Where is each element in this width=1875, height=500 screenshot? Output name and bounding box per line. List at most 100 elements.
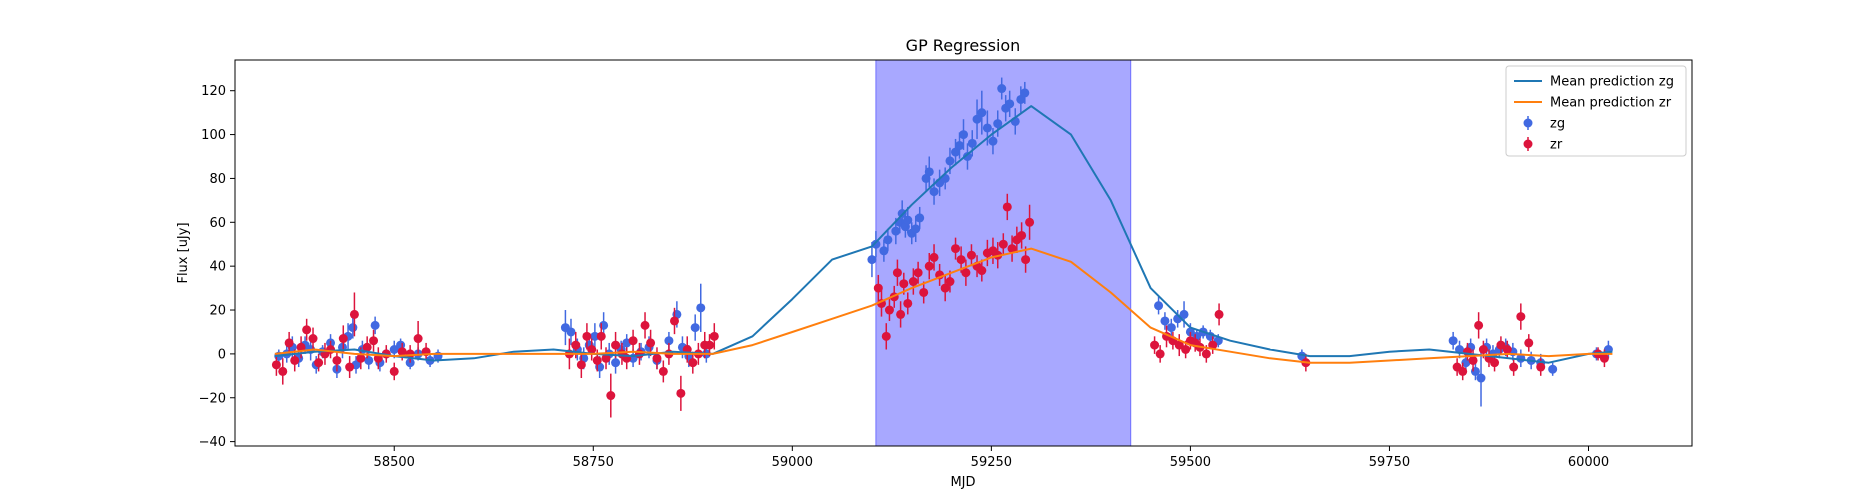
point-zr	[709, 331, 719, 341]
point-zr	[571, 340, 581, 350]
point-zg	[690, 323, 700, 333]
point-zg	[867, 255, 877, 265]
point-zr	[1002, 202, 1012, 212]
legend-label: zr	[1550, 138, 1563, 153]
point-zg	[1154, 301, 1164, 311]
point-zr	[1599, 353, 1609, 363]
point-zg	[951, 147, 961, 157]
point-zr	[919, 287, 929, 297]
x-tick-label: 60000	[1568, 455, 1609, 470]
point-zg	[1160, 316, 1170, 326]
point-zg	[664, 336, 674, 346]
x-tick-label: 59000	[772, 455, 813, 470]
point-zg	[891, 226, 901, 236]
point-zr	[1496, 340, 1506, 350]
point-zr	[611, 340, 621, 350]
point-zr	[413, 334, 423, 344]
point-zr	[899, 279, 909, 289]
point-zr	[1201, 349, 1211, 359]
point-zg	[911, 224, 921, 234]
y-tick-label: 60	[209, 216, 226, 231]
point-zr	[1214, 309, 1224, 319]
point-zr	[302, 325, 312, 335]
point-zr	[1516, 312, 1526, 322]
point-zg	[945, 156, 955, 166]
point-zg	[1448, 336, 1458, 346]
point-zg	[883, 235, 893, 245]
point-zr	[1150, 340, 1160, 350]
point-zr	[1181, 345, 1191, 354]
point-zg	[929, 187, 939, 197]
point-zg	[962, 152, 972, 161]
point-zr	[640, 320, 650, 330]
point-zr	[634, 349, 644, 359]
point-zg	[955, 141, 965, 151]
legend-label: Mean prediction zr	[1550, 96, 1672, 111]
y-tick-label: 100	[201, 128, 226, 143]
point-zr	[345, 362, 355, 372]
point-zr	[1474, 320, 1484, 330]
legend-marker-point	[1523, 118, 1533, 128]
line-mean-prediction-zr	[274, 247, 1613, 364]
point-zr	[966, 250, 976, 260]
point-zr	[284, 338, 294, 348]
point-zr	[1502, 345, 1512, 354]
point-zr	[606, 391, 616, 401]
point-zg	[959, 130, 968, 140]
point-zr	[314, 358, 324, 368]
point-zg	[977, 108, 987, 118]
legend-label: Mean prediction zg	[1550, 75, 1674, 90]
point-zr	[1536, 362, 1546, 372]
point-zg	[1020, 88, 1030, 98]
point-zr	[908, 277, 918, 287]
point-zr	[956, 255, 966, 265]
y-tick-label: −40	[199, 435, 226, 450]
point-zr	[652, 353, 662, 363]
point-zr	[913, 268, 923, 278]
point-zg	[348, 323, 358, 333]
point-zr	[1174, 340, 1184, 350]
point-zg	[566, 327, 576, 337]
point-zr	[271, 360, 281, 370]
point-zr	[1021, 255, 1031, 265]
point-zr	[332, 355, 342, 365]
x-axis: 58500 58750 59000 59250 59500 59750 60000	[374, 446, 1609, 470]
point-zr	[892, 268, 902, 278]
point-zr	[362, 342, 372, 352]
point-zg	[696, 303, 706, 313]
point-zr	[705, 340, 715, 350]
point-zr	[576, 360, 586, 370]
point-zr	[601, 353, 611, 363]
point-zr	[1017, 230, 1027, 240]
y-tick-label: 80	[209, 172, 226, 187]
point-zr	[587, 345, 597, 354]
point-zg	[993, 119, 1003, 129]
plot-frame	[234, 59, 1693, 447]
x-tick-label: 59750	[1369, 455, 1410, 470]
point-zr	[326, 345, 336, 354]
y-tick-label: 40	[209, 260, 226, 275]
point-zg	[982, 123, 992, 133]
point-zr	[951, 244, 961, 254]
point-zr	[998, 239, 1008, 249]
point-zr	[688, 358, 698, 368]
y-tick-label: −20	[199, 391, 226, 406]
x-tick-label: 59500	[1170, 455, 1211, 470]
point-zr	[881, 331, 891, 341]
point-zr	[369, 336, 379, 346]
point-zg	[364, 355, 374, 365]
point-zr	[278, 366, 288, 376]
y-axis: −40 −20 0 20 40 60 80 100 120	[199, 84, 235, 450]
x-tick-label: 58500	[374, 455, 415, 470]
y-tick-label: 20	[209, 304, 226, 319]
point-zr	[903, 298, 913, 308]
point-zr	[592, 355, 602, 365]
point-zr	[961, 268, 971, 278]
point-zg	[611, 358, 621, 368]
x-tick-label: 59250	[971, 455, 1012, 470]
point-zg	[903, 215, 913, 225]
point-zr	[1478, 345, 1488, 354]
point-zg	[1179, 309, 1189, 319]
point-zr	[349, 309, 359, 319]
point-zg	[1476, 373, 1486, 383]
